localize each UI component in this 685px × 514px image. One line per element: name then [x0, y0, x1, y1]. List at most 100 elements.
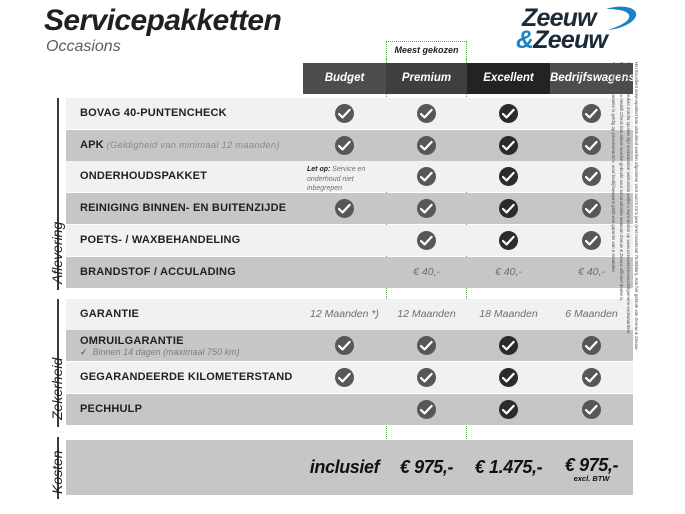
- cell-premium: [386, 362, 467, 393]
- cell-bedrijf: [550, 394, 633, 425]
- cell-premium: [386, 161, 467, 192]
- section-label-zekerheid: Zekerheid: [49, 357, 65, 420]
- table-row: POETS- / WAXBEHANDELING: [66, 225, 633, 256]
- check-icon: [417, 199, 436, 218]
- cell-value: 12 Maanden *): [310, 308, 379, 320]
- cell-excellent: [467, 330, 550, 361]
- cell-excellent: [467, 130, 550, 161]
- swoosh-icon: [606, 6, 637, 30]
- cell-value: € 40,-: [495, 266, 522, 278]
- section-label-kosten: Kosten: [49, 450, 65, 494]
- cell-value: 6 Maanden: [565, 308, 618, 320]
- table-row: GARANTIE 12 Maanden *) 12 Maanden 18 Maande…: [66, 299, 633, 330]
- cell-budget: [303, 225, 386, 256]
- column-header-bedrijfswagens[interactable]: Bedrijfswagens: [550, 63, 635, 94]
- cell-bedrijf: [550, 193, 633, 224]
- check-icon: [417, 167, 436, 186]
- row-label: APK (Geldigheid van minimaal 12 maanden): [80, 139, 280, 151]
- cell-bedrijf: [550, 130, 633, 161]
- price-value-premium: € 975,-: [399, 457, 454, 477]
- price-value-budget: inclusief: [309, 457, 380, 477]
- check-icon: [582, 167, 601, 186]
- price-vat-note-bedrijfswagens: excl. BTW: [573, 474, 610, 483]
- row-label: POETS- / WAXBEHANDELING: [80, 234, 241, 246]
- cell-bedrijf: [550, 362, 633, 393]
- cell-excellent: [467, 394, 550, 425]
- section-label-aflevering: Aflevering: [49, 221, 65, 284]
- price-row: inclusief € 975,- € 1.475,- € 975,- excl…: [66, 440, 633, 495]
- most-chosen-badge: Meest gekozen: [386, 41, 467, 59]
- cell-bedrijf: [550, 98, 633, 129]
- cell-excellent: [467, 161, 550, 192]
- price-cell-premium: € 975,-: [386, 440, 467, 495]
- cell-premium: [386, 193, 467, 224]
- cell-bedrijf: € 40,-: [550, 257, 633, 288]
- cell-budget: [303, 193, 386, 224]
- table-row: BRANDSTOF / ACCULADING € 40,- € 40,- € 40,-: [66, 257, 633, 288]
- check-icon: [335, 104, 354, 123]
- price-value-bedrijfswagens: € 975,-: [564, 455, 619, 475]
- cell-excellent: 18 Maanden: [467, 299, 550, 330]
- table-row: OMRUILGARANTIE ✓ Binnen 14 dagen (maximaal…: [66, 330, 633, 361]
- check-icon: [499, 368, 518, 387]
- row-label: GEGARANDEERDE KILOMETERSTAND: [80, 371, 293, 383]
- row-label: OMRUILGARANTIE: [80, 335, 184, 347]
- row-subtext: ✓ Binnen 14 dagen (maximaal 750 km): [80, 347, 240, 357]
- price-cell-excellent: € 1.475,-: [467, 440, 550, 495]
- check-icon: [582, 199, 601, 218]
- cell-budget: [303, 98, 386, 129]
- logo-ampersand: &: [516, 26, 534, 54]
- most-chosen-label: Meest gekozen: [394, 45, 459, 55]
- price-cell-bedrijfswagens: € 975,- excl. BTW: [550, 440, 633, 495]
- check-icon: [499, 199, 518, 218]
- logo-line-1: Zeeuw: [522, 4, 597, 32]
- check-icon: [417, 336, 436, 355]
- cell-value: 18 Maanden: [479, 308, 538, 320]
- column-header-excellent[interactable]: Excellent: [467, 63, 550, 94]
- row-label: GARANTIE: [80, 308, 140, 320]
- check-icon: [499, 104, 518, 123]
- cell-excellent: [467, 362, 550, 393]
- cell-budget: [303, 130, 386, 161]
- check-icon: [582, 136, 601, 155]
- legal-fine-print: Het Excellent servicepakket kan uitsluit…: [611, 62, 639, 351]
- cell-budget: [303, 362, 386, 393]
- page-subtitle: Occasions: [46, 38, 121, 55]
- cell-budget: [303, 394, 386, 425]
- section-rule-aflevering: [57, 98, 59, 290]
- price-cell-budget: inclusief: [303, 440, 386, 495]
- cell-excellent: [467, 193, 550, 224]
- section-rule-zekerheid: [57, 299, 59, 427]
- page-title: Servicepakketten: [44, 4, 282, 37]
- cell-excellent: [467, 98, 550, 129]
- check-icon: [582, 368, 601, 387]
- check-icon: [335, 136, 354, 155]
- check-icon: [499, 136, 518, 155]
- price-value-excellent: € 1.475,-: [474, 457, 543, 477]
- check-small-icon: ✓: [80, 347, 88, 357]
- table-row: BOVAG 40-PUNTENCHECK: [66, 98, 633, 129]
- cell-premium: [386, 330, 467, 361]
- check-icon: [499, 167, 518, 186]
- check-icon: [335, 199, 354, 218]
- row-label-note: (Geldigheid van minimaal 12 maanden): [103, 140, 280, 151]
- zeeuw-logo: Zeeuw &Zeeuw: [516, 4, 637, 56]
- check-icon: [582, 104, 601, 123]
- table-row: PECHHULP: [66, 394, 633, 425]
- cell-premium: [386, 130, 467, 161]
- column-header-budget[interactable]: Budget: [303, 63, 386, 94]
- row-label: BRANDSTOF / ACCULADING: [80, 266, 236, 278]
- row-label: PECHHULP: [80, 403, 143, 415]
- table-row: ONDERHOUDSPAKKET Let op: Service en onder…: [66, 161, 633, 192]
- check-icon: [335, 368, 354, 387]
- table-row: GEGARANDEERDE KILOMETERSTAND: [66, 362, 633, 393]
- cell-budget: 12 Maanden *): [303, 299, 386, 330]
- cell-note-emphasis: Let op:: [307, 166, 331, 173]
- check-icon: [499, 231, 518, 250]
- cell-premium: 12 Maanden: [386, 299, 467, 330]
- cell-bedrijf: [550, 161, 633, 192]
- cell-premium: € 40,-: [386, 257, 467, 288]
- check-icon: [499, 336, 518, 355]
- column-header-premium[interactable]: Premium: [386, 63, 467, 94]
- section-rule-kosten: [57, 437, 59, 499]
